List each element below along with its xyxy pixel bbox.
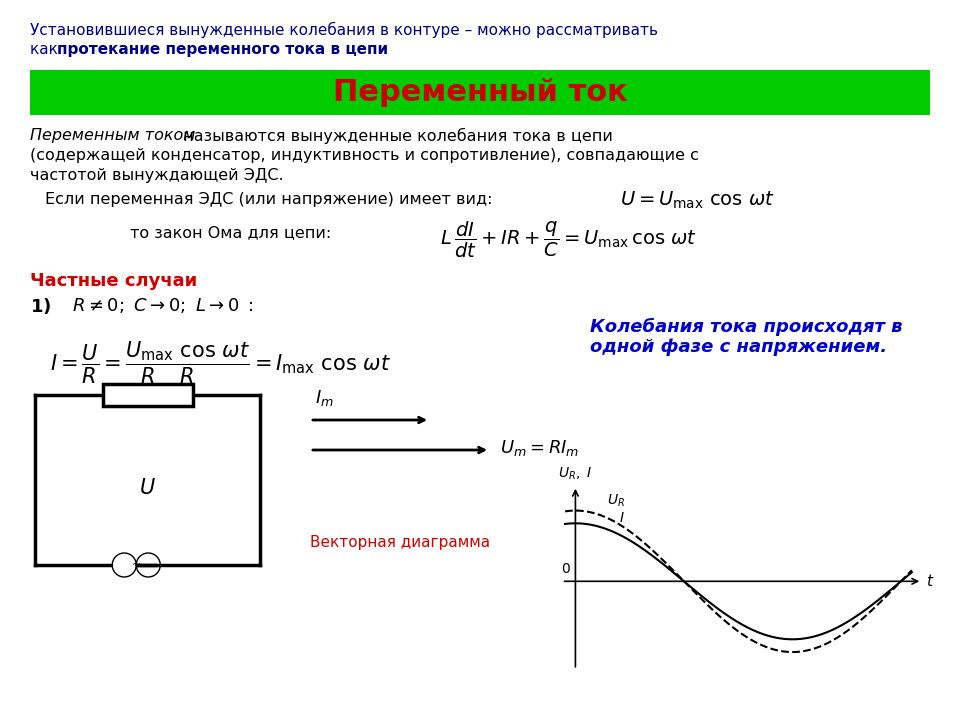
Text: Колебания тока происходят в: Колебания тока происходят в	[590, 318, 902, 336]
Bar	[103, 384, 193, 406]
Text: частотой вынуждающей ЭДС.: частотой вынуждающей ЭДС.	[30, 168, 283, 183]
Text: ~: ~	[132, 560, 141, 570]
Text: то закон Ома для цепи:: то закон Ома для цепи:	[130, 225, 331, 240]
Text: $L\,\dfrac{dI}{dt} + IR + \dfrac{q}{C} = U_{\max}\,\cos\,\omega t$: $L\,\dfrac{dI}{dt} + IR + \dfrac{q}{C} =…	[440, 220, 697, 260]
Text: $U$: $U$	[139, 479, 156, 498]
Text: $U = U_{\max}\ \cos\,\omega t$: $U = U_{\max}\ \cos\,\omega t$	[620, 190, 775, 211]
Text: Переменным током: Переменным током	[30, 128, 196, 143]
Text: Векторная диаграмма: Векторная диаграмма	[310, 535, 490, 550]
Text: Частные случаи: Частные случаи	[30, 272, 197, 290]
Text: одной фазе с напряжением.: одной фазе с напряжением.	[590, 338, 887, 356]
Bar	[30, 70, 930, 115]
Text: $I_m$: $I_m$	[315, 388, 334, 408]
Text: $I$: $I$	[619, 510, 625, 525]
Text: $R$: $R$	[140, 367, 155, 387]
Text: называются вынужденные колебания тока в цепи: называются вынужденные колебания тока в …	[178, 128, 612, 144]
Text: $U_R$: $U_R$	[607, 492, 625, 509]
Text: $0$: $0$	[561, 562, 570, 576]
Text: как: как	[30, 42, 62, 57]
Text: $\mathbf{1)}$: $\mathbf{1)}$	[30, 296, 51, 316]
Text: Если переменная ЭДС (или напряжение) имеет вид:: Если переменная ЭДС (или напряжение) име…	[45, 192, 492, 207]
Text: $I = \dfrac{U}{R} = \dfrac{U_{\max}\ \cos\,\omega t}{R} = I_{\max}\ \cos\,\omega: $I = \dfrac{U}{R} = \dfrac{U_{\max}\ \co…	[50, 340, 391, 386]
Text: протекание переменного тока в цепи: протекание переменного тока в цепи	[57, 42, 388, 57]
Text: $R \neq 0;\ C \rightarrow 0;\ L \rightarrow 0\ :$: $R \neq 0;\ C \rightarrow 0;\ L \rightar…	[72, 296, 254, 315]
Text: (содержащей конденсатор, индуктивность и сопротивление), совпадающие с: (содержащей конденсатор, индуктивность и…	[30, 148, 699, 163]
Text: Установившиеся вынужденные колебания в контуре – можно рассматривать: Установившиеся вынужденные колебания в к…	[30, 22, 658, 38]
Text: $U_m = RI_m$: $U_m = RI_m$	[500, 438, 579, 458]
Text: Переменный ток: Переменный ток	[332, 78, 628, 107]
Text: $t$: $t$	[925, 573, 934, 589]
Text: $U_R,\ I$: $U_R,\ I$	[558, 466, 592, 482]
